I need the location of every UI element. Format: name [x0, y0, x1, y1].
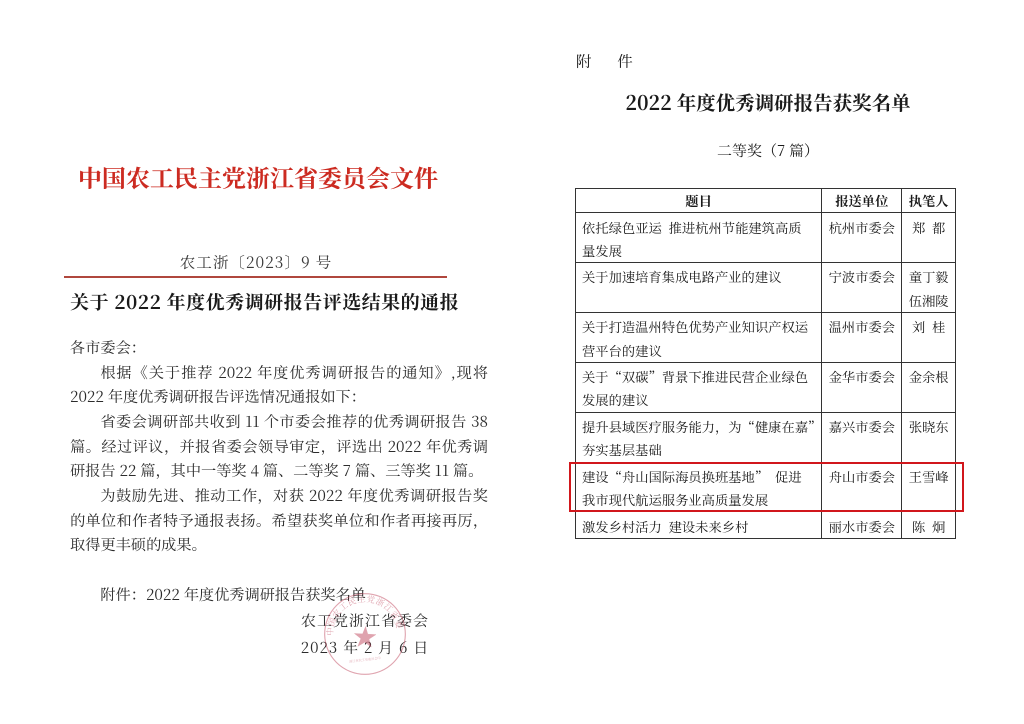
svg-text:浙江省农工党委员会印: 浙江省农工党委员会印 — [349, 655, 382, 664]
svg-text:中国农工民主党浙江省委员会: 中国农工民主党浙江省委员会 — [309, 578, 406, 636]
